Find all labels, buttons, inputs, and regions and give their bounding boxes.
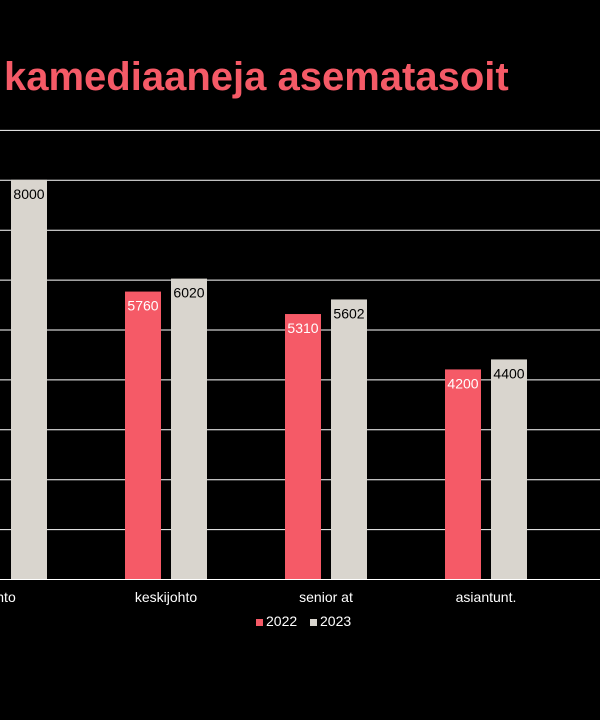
bars [11,179,527,580]
x-tick-label: asiantunt. [456,589,517,605]
data-label-2023-0: 8000 [13,186,44,202]
bar-2022-3 [445,369,481,579]
data-label-2023-3: 4400 [493,365,524,381]
legend-swatch-2022 [256,619,263,626]
data-label-2022-3: 4200 [447,375,478,391]
x-axis-tick-labels: hto keskijohto senior at asiantunt. [0,589,516,605]
data-label-2022-1: 5760 [127,298,158,314]
legend-swatch-2023 [310,619,317,626]
x-tick-label: keskijohto [135,589,197,605]
bar-2023-0 [11,179,47,580]
legend-label-2022: 2022 [266,613,297,629]
bar-2023-3 [491,359,527,579]
data-label-2023-2: 5602 [333,305,364,321]
bar-2023-1 [171,278,207,579]
chart-title: kamediaaneja asematasoit [4,55,509,99]
data-labels: 8000 5760 6020 5310 5602 4200 4400 [13,186,524,392]
bar-2022-1 [125,291,161,579]
x-tick-label: hto [0,589,16,605]
data-label-2023-1: 6020 [173,285,204,301]
x-tick-label: senior at [299,589,353,605]
legend-label-2023: 2023 [320,613,351,629]
bar-2022-2 [285,314,321,579]
legend: 2022 2023 [256,613,351,629]
bar-2023-2 [331,299,367,579]
data-label-2022-2: 5310 [287,320,318,336]
